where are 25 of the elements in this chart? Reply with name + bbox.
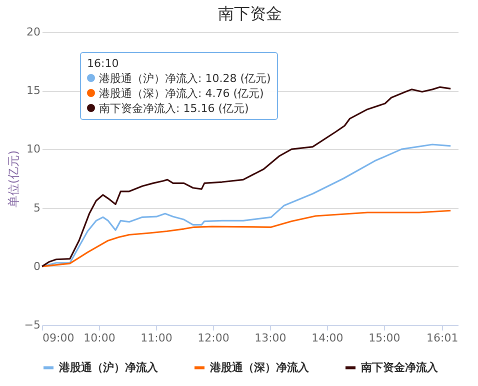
legend-label: 南下资金净流入: [360, 360, 439, 374]
annotation: 港股通（沪）净流入: 10.28 (亿元): [99, 72, 271, 85]
annotation: 南下资金净流入: 15.16 (亿元): [99, 102, 249, 115]
x-tick-label: 14:00: [312, 332, 344, 344]
x-tick-label: 09:00: [42, 332, 74, 344]
x-tick-label: 10:00: [84, 332, 116, 344]
legend-label: 港股通（沪）净流入: [58, 360, 159, 374]
x-tick-label: 12:00: [198, 332, 230, 344]
annotation: 港股通（深）净流入: 4.76 (亿元): [99, 87, 264, 100]
y-tick-label: 0: [34, 260, 40, 273]
x-tick-label: 13:00: [254, 332, 286, 344]
line-series: [41, 86, 452, 268]
y-axis-title: 单位(亿元): [6, 150, 20, 208]
x-tick-label: 16:01: [426, 332, 458, 344]
y-tick-label: −5: [24, 318, 40, 332]
y-tick-label: 20: [26, 26, 40, 38]
chart-title: 南下资金: [218, 4, 282, 23]
x-tick-label: 15:00: [368, 332, 400, 344]
y-tick-label: 15: [26, 84, 40, 98]
line-series: [41, 210, 452, 268]
legend-label: 港股通（深）净流入: [209, 360, 310, 374]
annotation: 16:10: [87, 57, 119, 70]
y-tick-label: 5: [34, 201, 40, 214]
y-tick-label: 10: [26, 142, 40, 156]
x-tick-label: 11:00: [140, 332, 172, 344]
